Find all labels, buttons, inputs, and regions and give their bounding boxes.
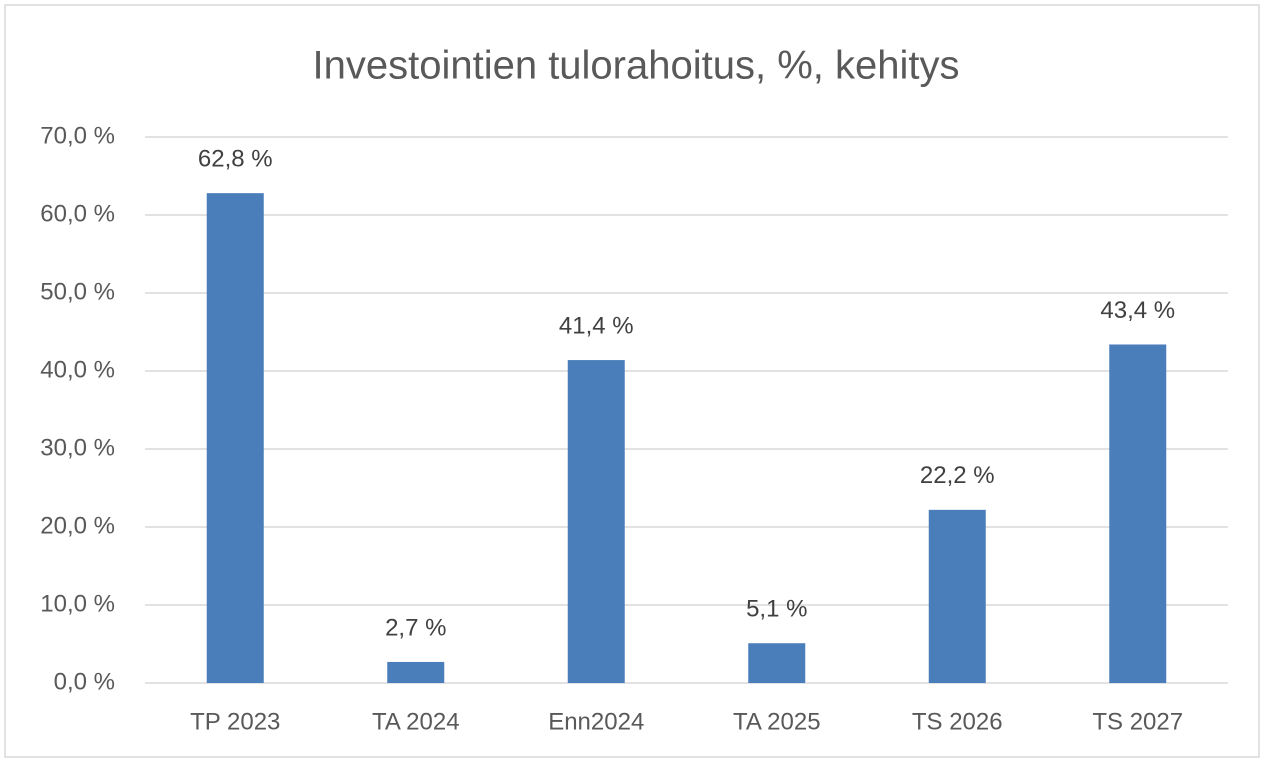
bar	[206, 193, 264, 683]
x-tick-label: Enn2024	[548, 708, 644, 735]
x-tick-label: TS 2026	[912, 708, 1003, 735]
bar	[928, 509, 986, 683]
y-tick-label: 40,0 %	[40, 356, 115, 383]
y-tick-label: 60,0 %	[40, 200, 115, 227]
data-label: 2,7 %	[385, 614, 446, 641]
x-tick-label: TA 2025	[733, 708, 821, 735]
data-label: 22,2 %	[920, 462, 995, 489]
x-tick-label: TA 2024	[372, 708, 460, 735]
bar	[387, 661, 445, 683]
y-tick-label: 50,0 %	[40, 278, 115, 305]
data-label: 5,1 %	[746, 596, 807, 623]
y-tick-label: 0,0 %	[54, 668, 115, 695]
x-tick-label: TS 2027	[1092, 708, 1183, 735]
chart-border	[4, 4, 1260, 758]
y-tick-label: 70,0 %	[40, 122, 115, 149]
x-tick-label: TP 2023	[190, 708, 280, 735]
bar	[1109, 344, 1167, 683]
data-label: 41,4 %	[559, 312, 634, 339]
bar	[567, 360, 625, 683]
y-tick-label: 30,0 %	[40, 434, 115, 461]
data-label: 43,4 %	[1100, 297, 1175, 324]
chart-title: Investointien tulorahoitus, %, kehitys	[312, 44, 959, 88]
data-label: 62,8 %	[198, 146, 273, 173]
bar	[748, 643, 806, 683]
y-tick-label: 20,0 %	[40, 512, 115, 539]
y-tick-label: 10,0 %	[40, 590, 115, 617]
